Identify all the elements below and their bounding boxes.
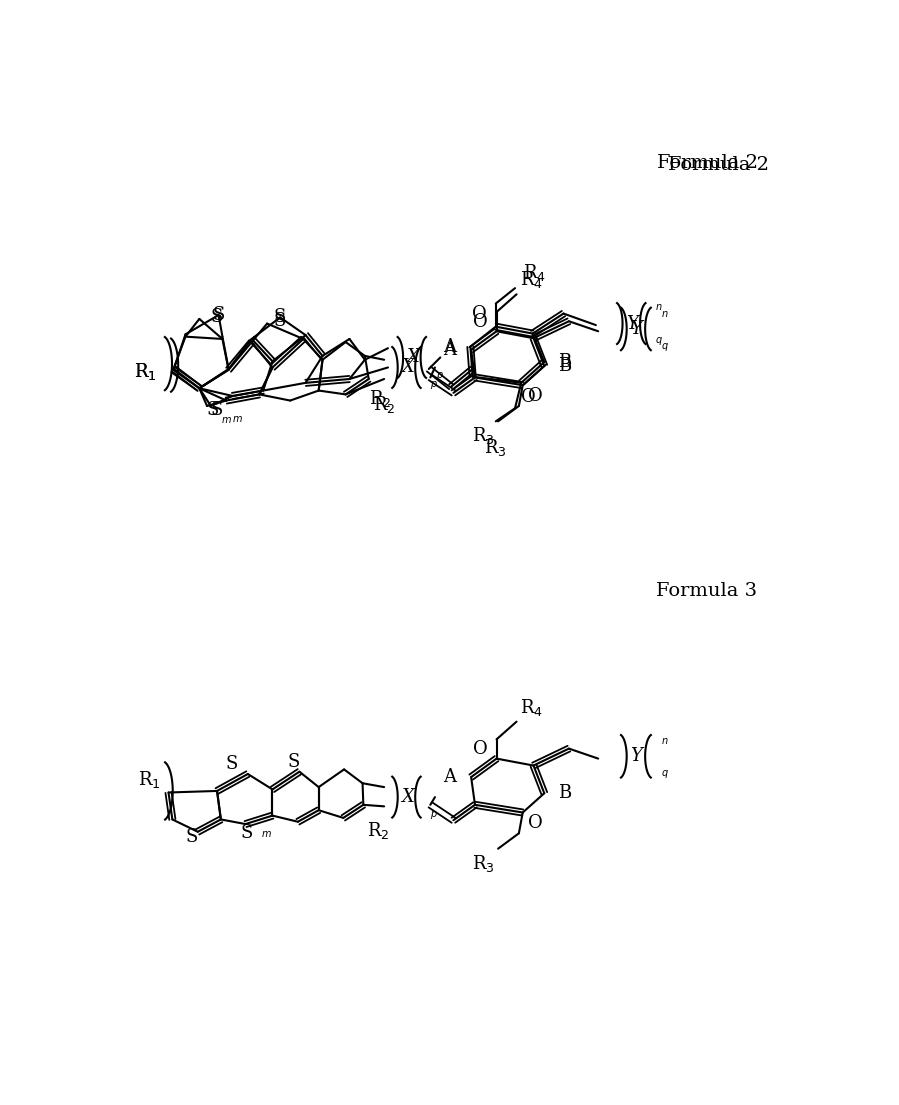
Text: S: S <box>226 755 238 773</box>
Text: R$_4$: R$_4$ <box>521 697 543 718</box>
Text: R$_1$: R$_1$ <box>138 769 161 790</box>
Text: O: O <box>528 387 543 404</box>
Text: S: S <box>274 313 287 330</box>
Text: $_p$: $_p$ <box>436 369 443 383</box>
Text: R$_4$: R$_4$ <box>522 262 546 283</box>
Text: $_q$: $_q$ <box>661 339 669 354</box>
Text: S: S <box>274 308 287 326</box>
Text: $_n$: $_n$ <box>661 733 668 747</box>
Text: O: O <box>472 305 486 323</box>
Text: X: X <box>401 358 414 377</box>
Text: R$_4$: R$_4$ <box>521 270 543 291</box>
Text: $_q$: $_q$ <box>661 767 669 781</box>
Text: Formula 2: Formula 2 <box>668 156 770 173</box>
Text: S: S <box>211 401 223 419</box>
Text: $_p$: $_p$ <box>431 378 438 392</box>
Text: R$_2$: R$_2$ <box>369 388 391 409</box>
Text: O: O <box>528 814 543 832</box>
Text: $_m$: $_m$ <box>221 412 232 427</box>
Text: R$_1$: R$_1$ <box>134 361 157 382</box>
Text: B: B <box>558 354 572 371</box>
Text: O: O <box>521 388 536 407</box>
Text: S: S <box>287 754 299 771</box>
Text: Y: Y <box>630 747 642 766</box>
Text: R$_3$: R$_3$ <box>472 853 494 874</box>
Text: X: X <box>401 788 414 807</box>
Text: R$_2$: R$_2$ <box>372 394 395 415</box>
Text: S: S <box>212 306 225 324</box>
Text: A: A <box>443 338 457 356</box>
Text: $_n$: $_n$ <box>655 298 663 313</box>
Text: S: S <box>241 824 254 842</box>
Text: A: A <box>442 768 456 786</box>
Text: $_n$: $_n$ <box>661 306 668 319</box>
Text: Y: Y <box>626 315 638 333</box>
Text: O: O <box>473 313 487 330</box>
Text: A: A <box>442 340 456 359</box>
Text: B: B <box>558 785 572 802</box>
Text: B: B <box>558 357 572 375</box>
Text: R$_2$: R$_2$ <box>367 820 389 841</box>
Text: Y: Y <box>630 320 642 338</box>
Text: S: S <box>207 401 219 419</box>
Text: Formula 2: Formula 2 <box>656 155 758 172</box>
Text: R$_1$: R$_1$ <box>134 361 157 382</box>
Text: S: S <box>185 828 198 846</box>
Text: $_m$: $_m$ <box>232 411 243 425</box>
Text: $_p$: $_p$ <box>431 808 438 822</box>
Text: S: S <box>210 308 222 326</box>
Text: $_m$: $_m$ <box>261 827 271 840</box>
Text: X: X <box>406 348 419 367</box>
Text: Formula 3: Formula 3 <box>656 581 758 600</box>
Text: R$_3$: R$_3$ <box>472 425 494 446</box>
Text: $_q$: $_q$ <box>655 335 663 348</box>
Text: O: O <box>473 740 487 758</box>
Text: R$_3$: R$_3$ <box>485 436 507 457</box>
